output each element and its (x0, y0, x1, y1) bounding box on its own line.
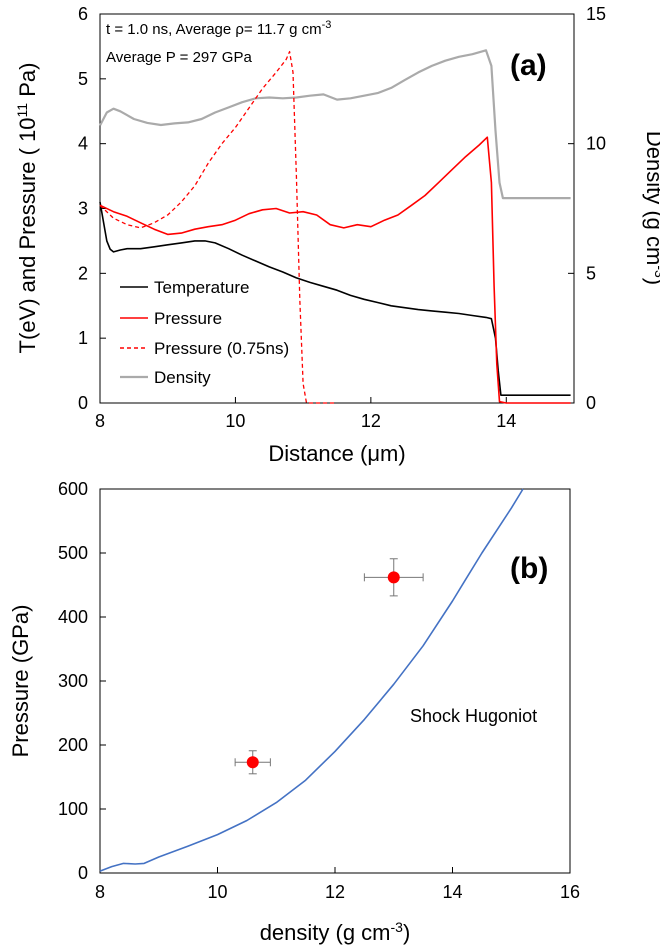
panel-a-right-axis-title: Density (g cm-3) (642, 131, 660, 285)
a-y-right-tick-label: 0 (586, 393, 596, 413)
a-x-tick-label: 8 (95, 411, 105, 431)
legend-label-pressure: Pressure (154, 309, 222, 328)
b-y-tick-label: 400 (58, 607, 88, 627)
b-y-tick-label: 600 (58, 479, 88, 499)
panel-a-lines (99, 49, 571, 404)
panel-a-legend: Temperature Pressure Pressure (0.75ns) D… (120, 278, 289, 387)
a-y-left-tick-label: 0 (78, 393, 88, 413)
panel-a-label: (a) (510, 49, 547, 82)
b-x-tick-label: 14 (442, 882, 462, 902)
shock-hugoniot-label: Shock Hugoniot (410, 706, 537, 726)
a-y-right-tick-label: 15 (586, 4, 606, 24)
b-x-tick-label: 8 (95, 882, 105, 902)
a-y-left-tick-label: 5 (78, 69, 88, 89)
shock-hugoniot-curve (99, 488, 524, 872)
panel-a-annotation-line1: t = 1.0 ns, Average ρ= 11.7 g cm-3 (106, 19, 331, 38)
b-y-tick-label: 500 (58, 543, 88, 563)
panel-a-left-axis-title: T(eV) and Pressure ( 1011 Pa) (14, 63, 40, 354)
panel-a-x-axis-title: Distance (μm) (268, 441, 405, 466)
data-point (246, 756, 259, 769)
b-x-tick-label: 12 (325, 882, 345, 902)
legend-label-density: Density (154, 368, 211, 387)
a-y-right-tick-label: 5 (586, 263, 596, 283)
a-y-right-tick-label: 10 (586, 134, 606, 154)
a-x-tick-label: 14 (496, 411, 516, 431)
b-y-tick-label: 200 (58, 735, 88, 755)
series-line-temperature (99, 201, 571, 397)
legend-label-temperature: Temperature (154, 278, 249, 297)
series-line-pressure (99, 136, 571, 404)
a-y-left-tick-label: 1 (78, 328, 88, 348)
panel-b-lines (99, 488, 524, 872)
b-y-tick-label: 0 (78, 863, 88, 883)
panel-a-annotation-line2: Average P = 297 GPa (106, 49, 252, 66)
legend-label-pressure-075ns: Pressure (0.75ns) (154, 339, 289, 358)
a-y-left-tick-label: 6 (78, 4, 88, 24)
panel-b-plot-frame (99, 488, 571, 874)
panel-b-y-axis-title: Pressure (GPa) (8, 605, 33, 758)
series-line-pressure-0-75ns (99, 50, 337, 404)
panel-b-chart: 8 10 12 14 16 0 100 200 300 400 500 600 (b) Shock H… (8, 479, 580, 945)
panel-b-label: (b) (510, 552, 548, 585)
a-x-tick-label: 10 (225, 411, 245, 431)
a-y-left-tick-label: 3 (78, 199, 88, 219)
a-y-left-tick-label: 4 (78, 134, 88, 154)
a-y-left-tick-label: 2 (78, 263, 88, 283)
data-point (387, 571, 400, 584)
b-x-tick-label: 10 (207, 882, 227, 902)
series-line-density (99, 49, 571, 200)
b-x-tick-label: 16 (560, 882, 580, 902)
a-x-tick-label: 12 (361, 411, 381, 431)
panel-b-ticks: 8 10 12 14 16 0 100 200 300 400 500 600 (58, 479, 580, 902)
panel-b-x-axis-title: density (g cm-3) (260, 919, 411, 945)
b-y-tick-label: 100 (58, 799, 88, 819)
b-y-tick-label: 300 (58, 671, 88, 691)
